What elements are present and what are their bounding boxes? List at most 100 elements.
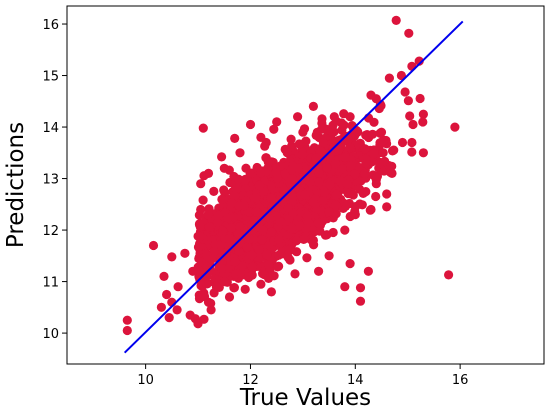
data-point xyxy=(234,174,244,184)
data-point xyxy=(290,269,300,279)
data-point xyxy=(180,248,190,258)
data-point xyxy=(414,56,424,66)
data-point xyxy=(219,185,229,195)
data-point xyxy=(371,191,381,202)
data-point xyxy=(254,245,264,255)
data-point xyxy=(298,127,308,137)
data-point xyxy=(164,313,174,323)
data-point xyxy=(382,189,392,199)
data-point xyxy=(322,163,332,173)
data-point xyxy=(407,147,417,157)
y-tick-label: 12 xyxy=(42,224,59,239)
data-point xyxy=(366,204,376,215)
data-point xyxy=(196,204,206,215)
data-point xyxy=(355,296,366,306)
data-point xyxy=(266,181,276,191)
data-point xyxy=(418,148,428,158)
data-point xyxy=(337,164,347,174)
data-point xyxy=(286,134,296,144)
data-point xyxy=(360,144,370,154)
data-point xyxy=(209,186,219,196)
data-point xyxy=(342,179,352,189)
data-point xyxy=(355,283,366,293)
data-point xyxy=(226,223,236,233)
data-point xyxy=(196,179,206,189)
data-point xyxy=(319,187,329,197)
data-point xyxy=(211,282,221,292)
data-point xyxy=(314,266,324,276)
data-point xyxy=(339,120,349,130)
data-point xyxy=(369,149,379,159)
data-point xyxy=(244,272,254,283)
data-point xyxy=(207,254,217,264)
data-point xyxy=(334,145,344,155)
data-point xyxy=(324,251,334,261)
data-point xyxy=(282,148,292,158)
data-point xyxy=(391,15,401,25)
data-point xyxy=(316,146,327,157)
data-point xyxy=(224,292,235,302)
data-point xyxy=(371,179,381,189)
data-point xyxy=(263,157,273,167)
data-point xyxy=(173,282,183,292)
data-point xyxy=(219,163,229,173)
data-point xyxy=(335,176,345,186)
data-point xyxy=(312,127,322,137)
data-point xyxy=(345,259,355,269)
data-point xyxy=(418,109,428,119)
data-point xyxy=(324,125,334,135)
data-point xyxy=(376,127,387,137)
data-point xyxy=(344,198,354,209)
data-point xyxy=(240,284,250,294)
data-point xyxy=(363,266,373,276)
data-point xyxy=(212,218,222,228)
y-tick-label: 14 xyxy=(42,121,59,136)
data-point xyxy=(345,143,355,153)
data-point xyxy=(198,195,208,205)
data-point xyxy=(247,262,257,272)
data-point xyxy=(288,192,298,202)
data-point xyxy=(371,94,381,104)
data-point xyxy=(382,202,392,212)
data-point xyxy=(217,263,227,273)
data-point xyxy=(247,250,257,260)
data-point xyxy=(328,227,338,238)
data-point xyxy=(314,177,324,187)
data-point xyxy=(330,159,340,169)
data-point xyxy=(203,297,214,307)
y-tick-label: 10 xyxy=(42,327,59,342)
data-point xyxy=(266,193,276,203)
data-point xyxy=(217,152,227,162)
data-point xyxy=(350,210,360,220)
data-point xyxy=(193,242,204,252)
x-tick-label: 12 xyxy=(242,373,259,388)
data-point xyxy=(369,117,379,127)
y-axis-label: Predictions xyxy=(3,122,29,248)
x-tick-label: 16 xyxy=(452,373,469,388)
data-point xyxy=(283,253,293,263)
data-point xyxy=(418,117,428,127)
data-point xyxy=(340,152,350,162)
x-tick-label: 10 xyxy=(137,373,154,388)
data-point xyxy=(293,112,303,122)
data-point xyxy=(156,302,166,312)
data-point xyxy=(450,122,460,132)
data-point xyxy=(193,319,203,329)
data-point xyxy=(317,114,327,124)
data-point xyxy=(387,146,398,156)
data-point xyxy=(213,210,224,220)
data-point xyxy=(405,111,415,121)
data-point xyxy=(273,262,283,272)
data-point xyxy=(223,213,233,223)
data-point xyxy=(343,135,353,145)
data-point xyxy=(308,197,318,207)
data-point xyxy=(261,137,271,148)
data-point xyxy=(287,173,297,184)
data-point xyxy=(294,139,304,149)
data-point xyxy=(331,190,341,200)
data-point xyxy=(404,28,414,38)
data-point xyxy=(346,161,356,171)
data-point xyxy=(195,222,205,232)
data-point xyxy=(387,168,397,178)
data-point xyxy=(251,193,261,203)
